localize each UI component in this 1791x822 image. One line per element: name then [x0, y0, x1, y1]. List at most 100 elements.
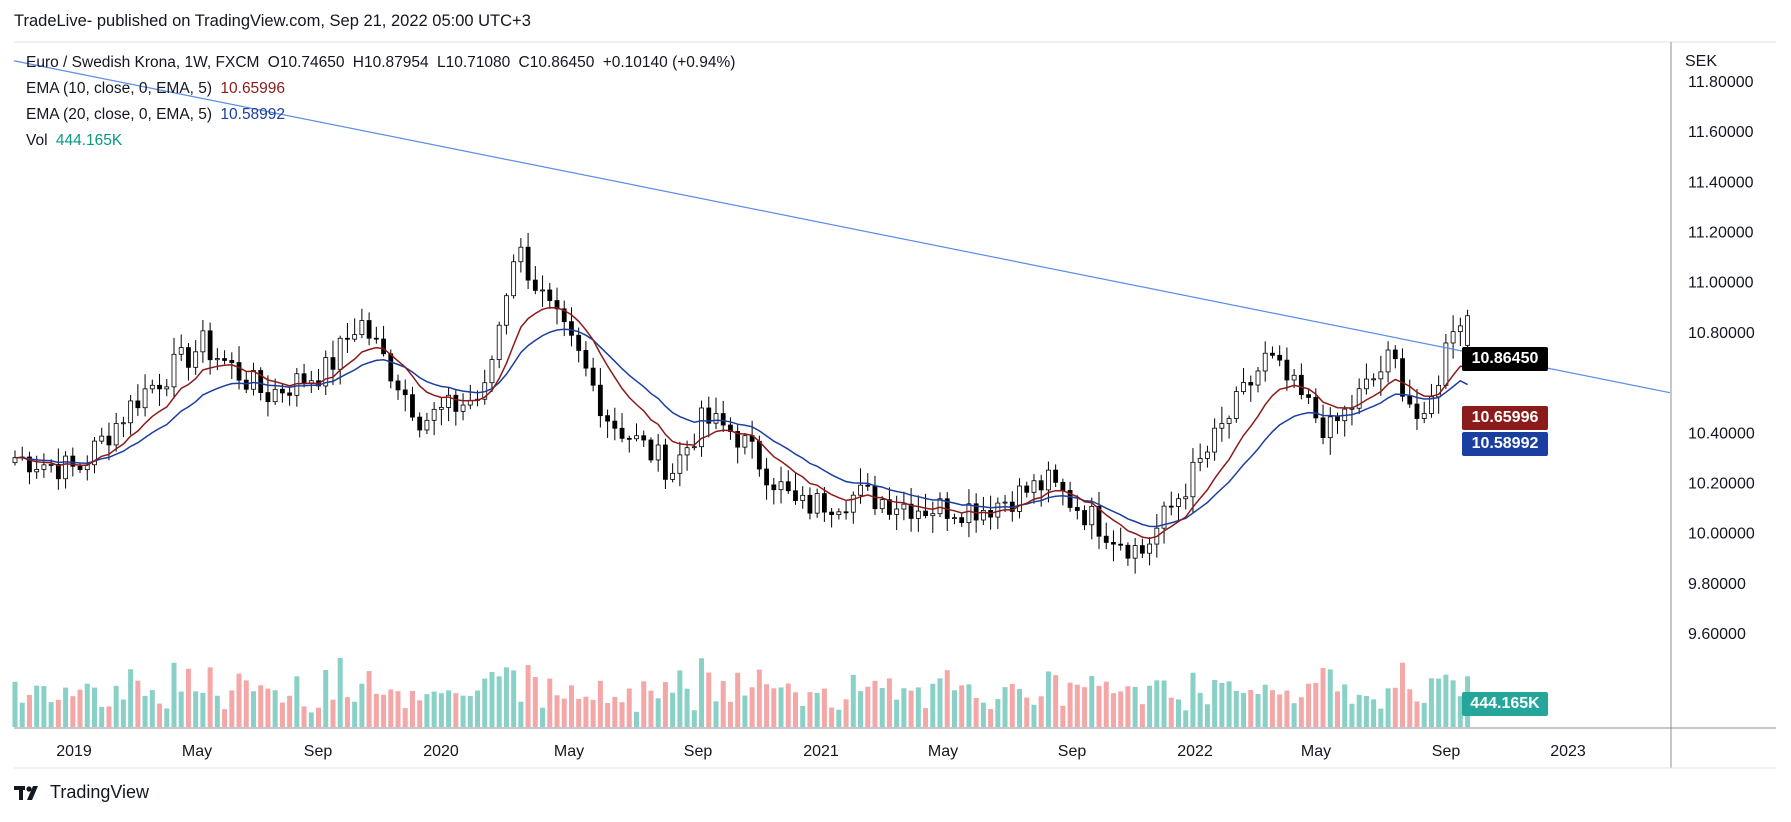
- candle-body: [157, 384, 162, 390]
- legend-ema10-row[interactable]: EMA (10, close, 0, EMA, 5) 10.65996: [26, 80, 289, 98]
- candle-body: [699, 407, 704, 448]
- y-tick-label: 11.00000: [1688, 275, 1754, 292]
- volume-bar: [1392, 687, 1398, 727]
- volume-bar: [265, 688, 271, 727]
- volume-bar: [19, 702, 25, 727]
- candle-body: [937, 498, 943, 515]
- candle-body: [1038, 480, 1044, 491]
- volume-bar: [359, 683, 365, 727]
- candle-body: [381, 338, 386, 355]
- y-tick-label: 11.40000: [1688, 174, 1754, 191]
- candle-body: [684, 447, 690, 456]
- volume-bar: [1241, 692, 1247, 727]
- ema20-price-tag: 10.58992: [1462, 432, 1548, 456]
- volume-bar: [1457, 696, 1463, 727]
- candle-body: [1457, 325, 1463, 333]
- volume-bar: [713, 701, 719, 727]
- candle-body: [1233, 391, 1239, 419]
- y-tick-label: 10.40000: [1688, 425, 1755, 442]
- volume-bar: [214, 695, 220, 727]
- volume-bar: [1118, 691, 1124, 727]
- candle-body: [1371, 378, 1377, 381]
- volume-bar: [272, 690, 278, 727]
- volume-bar: [908, 690, 914, 727]
- candle-body: [1407, 395, 1413, 405]
- volume-bar: [467, 696, 473, 727]
- candle-body: [1313, 397, 1319, 419]
- volume-bar: [1233, 690, 1239, 727]
- candle-body: [518, 246, 524, 263]
- candle-body: [1147, 543, 1152, 554]
- volume-bar: [185, 668, 191, 727]
- volume-bar: [525, 665, 531, 727]
- legend-ema10-label: EMA (10, close, 0, EMA, 5): [26, 80, 213, 97]
- volume-bar: [1269, 690, 1275, 727]
- volume-bar: [1428, 678, 1434, 727]
- volume-bar: [431, 691, 437, 727]
- volume-bar: [1168, 697, 1174, 727]
- volume-bar: [460, 695, 466, 727]
- candle-body: [966, 503, 972, 523]
- volume-bar: [814, 692, 820, 727]
- volume-bar: [1009, 683, 1015, 727]
- volume-bar: [142, 695, 148, 727]
- volume-bar: [1132, 686, 1138, 727]
- candle-body: [149, 384, 155, 390]
- volume-bar: [1197, 692, 1203, 727]
- legend-vol-row[interactable]: Vol 444.165K: [26, 132, 126, 150]
- candle-body: [887, 499, 892, 515]
- volume-bar: [865, 686, 871, 727]
- volume-bar: [1349, 703, 1355, 727]
- legend-ema20-row[interactable]: EMA (20, close, 0, EMA, 5) 10.58992: [26, 106, 289, 124]
- candle-body: [655, 444, 661, 461]
- volume-bar: [453, 693, 459, 727]
- volume-bar: [1176, 699, 1182, 727]
- volume-bar: [91, 687, 97, 727]
- x-tick-label: May: [182, 743, 212, 760]
- volume-bar: [966, 684, 972, 727]
- candle-body: [330, 357, 336, 370]
- candle-body: [1197, 458, 1203, 463]
- candle-body: [99, 435, 105, 442]
- candle-body: [1378, 371, 1384, 380]
- candle-body: [1262, 352, 1268, 372]
- candle-body: [287, 392, 293, 396]
- tradingview-logo[interactable]: TradingView: [14, 782, 149, 803]
- candle-body: [626, 437, 632, 440]
- volume-bar: [1407, 689, 1413, 727]
- volume-bar: [843, 699, 849, 727]
- candle-body: [453, 394, 459, 412]
- candle-body: [670, 472, 676, 480]
- volume-bar: [34, 685, 40, 727]
- volume-bar: [1219, 682, 1225, 727]
- volume-bar: [395, 691, 401, 727]
- candle-body: [251, 370, 256, 390]
- candle-body: [1226, 418, 1232, 424]
- candle-body: [807, 494, 813, 514]
- volume-bar: [1320, 668, 1326, 727]
- candle-body: [814, 493, 820, 514]
- candle-body: [901, 503, 907, 510]
- volume-bar: [1313, 682, 1319, 727]
- candle-body: [1306, 394, 1311, 398]
- volume-bar: [388, 689, 394, 727]
- volume-bar: [749, 687, 755, 727]
- y-tick-label: 10.00000: [1688, 526, 1755, 543]
- volume-bar: [626, 688, 632, 727]
- volume-bar: [1291, 703, 1297, 727]
- volume-bar: [157, 703, 163, 727]
- volume-bar: [641, 681, 647, 727]
- volume-bar: [366, 671, 372, 727]
- candle-body: [735, 431, 741, 448]
- candle-body: [764, 468, 769, 486]
- volume-bar: [850, 674, 856, 727]
- volume-bar: [402, 708, 408, 727]
- trendline: [13, 60, 1671, 394]
- candle-body: [1046, 469, 1051, 491]
- volume-bar: [735, 672, 741, 727]
- candle-body: [1074, 507, 1080, 511]
- candle-body: [1089, 505, 1095, 526]
- candle-body: [915, 510, 921, 519]
- candle-body: [424, 419, 430, 431]
